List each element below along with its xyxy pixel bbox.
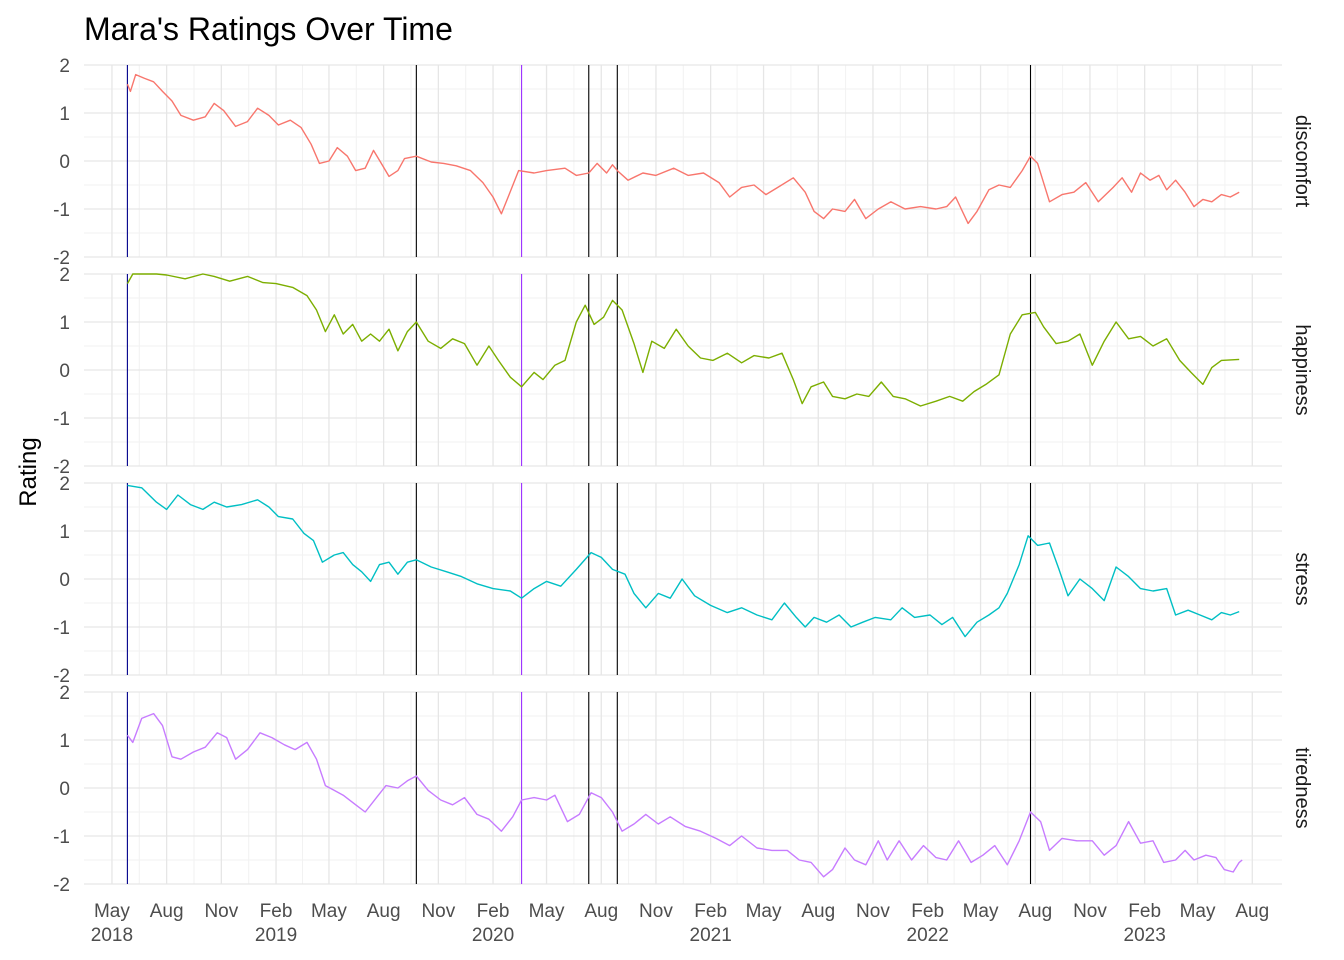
facet-strip-label: stress xyxy=(1291,552,1313,605)
panel-tiredness: 2 1 0 -1 -2 tiredness xyxy=(53,683,1313,896)
facet-strip-label: happiness xyxy=(1291,324,1313,415)
x-tick-label: Feb xyxy=(477,901,510,922)
y-tick-label: 0 xyxy=(59,152,70,173)
x-tick-year-label: 2018 xyxy=(91,925,133,946)
x-tick-year-label: 2023 xyxy=(1124,925,1166,946)
x-tick-year-label: 2022 xyxy=(907,925,949,946)
x-tick-label: Feb xyxy=(911,901,944,922)
panel-discomfort: 2 1 0 -1 -2 discomfort xyxy=(53,56,1313,269)
y-tick-label: -2 xyxy=(53,457,70,478)
series-line-stress xyxy=(127,484,1240,638)
x-tick-label: Nov xyxy=(856,901,890,922)
x-tick-label: May xyxy=(1180,901,1216,922)
y-tick-label: 2 xyxy=(59,56,70,77)
panel-stress: 2 1 0 -1 -2 stress xyxy=(53,474,1313,687)
x-tick-label: Feb xyxy=(694,901,727,922)
x-tick-label: Aug xyxy=(367,901,401,922)
y-tick-label: 2 xyxy=(59,683,70,704)
facet-panels: 2 1 0 -1 -2 discomfort 2 1 0 -1 -2 happiness 2 1 0 -1 -2… xyxy=(53,56,1313,896)
x-tick-label: May xyxy=(746,901,782,922)
y-tick-label: -1 xyxy=(53,618,70,639)
chart-title: Mara's Ratings Over Time xyxy=(84,11,453,47)
x-tick-label: Feb xyxy=(1128,901,1161,922)
y-tick-label: -2 xyxy=(53,666,70,687)
x-tick-label: May xyxy=(529,901,565,922)
x-tick-year-label: 2020 xyxy=(472,925,514,946)
x-tick-label: Nov xyxy=(204,901,238,922)
x-tick-year-label: 2019 xyxy=(255,925,297,946)
y-tick-label: -1 xyxy=(53,827,70,848)
x-tick-label: May xyxy=(963,901,999,922)
facet-strip-label: discomfort xyxy=(1291,115,1313,208)
x-tick-label: Nov xyxy=(639,901,673,922)
x-tick-year-label: 2021 xyxy=(690,925,732,946)
x-tick-label: Aug xyxy=(1018,901,1052,922)
y-tick-label: 2 xyxy=(59,474,70,495)
x-tick-label: May xyxy=(94,901,130,922)
x-tick-label: Nov xyxy=(421,901,455,922)
x-tick-label: Aug xyxy=(150,901,184,922)
x-tick-label: Aug xyxy=(1235,901,1269,922)
y-tick-label: 1 xyxy=(59,731,70,752)
y-tick-label: 0 xyxy=(59,779,70,800)
series-line-discomfort xyxy=(126,73,1240,225)
series-line-happiness xyxy=(126,273,1240,407)
y-tick-label: 1 xyxy=(59,522,70,543)
y-tick-label: -1 xyxy=(53,409,70,430)
x-axis: May 2018 Aug Nov Feb 2019 May Aug Nov Feb 2020 May A… xyxy=(91,901,1269,946)
x-tick-label: Aug xyxy=(584,901,618,922)
y-tick-label: -2 xyxy=(53,248,70,269)
y-tick-label: 2 xyxy=(59,265,70,286)
panel-happiness: 2 1 0 -1 -2 happiness xyxy=(53,265,1313,478)
facet-strip-label: tiredness xyxy=(1291,747,1313,828)
y-tick-label: -2 xyxy=(53,875,70,896)
y-tick-label: 0 xyxy=(59,361,70,382)
y-axis-label: Rating xyxy=(15,437,42,506)
y-tick-label: 0 xyxy=(59,570,70,591)
y-tick-label: 1 xyxy=(59,104,70,125)
x-tick-label: Nov xyxy=(1073,901,1107,922)
x-tick-label: Aug xyxy=(801,901,835,922)
series-line-tiredness xyxy=(126,712,1243,878)
x-tick-label: May xyxy=(311,901,347,922)
y-tick-label: -1 xyxy=(53,200,70,221)
y-tick-label: 1 xyxy=(59,313,70,334)
x-tick-label: Feb xyxy=(260,901,293,922)
